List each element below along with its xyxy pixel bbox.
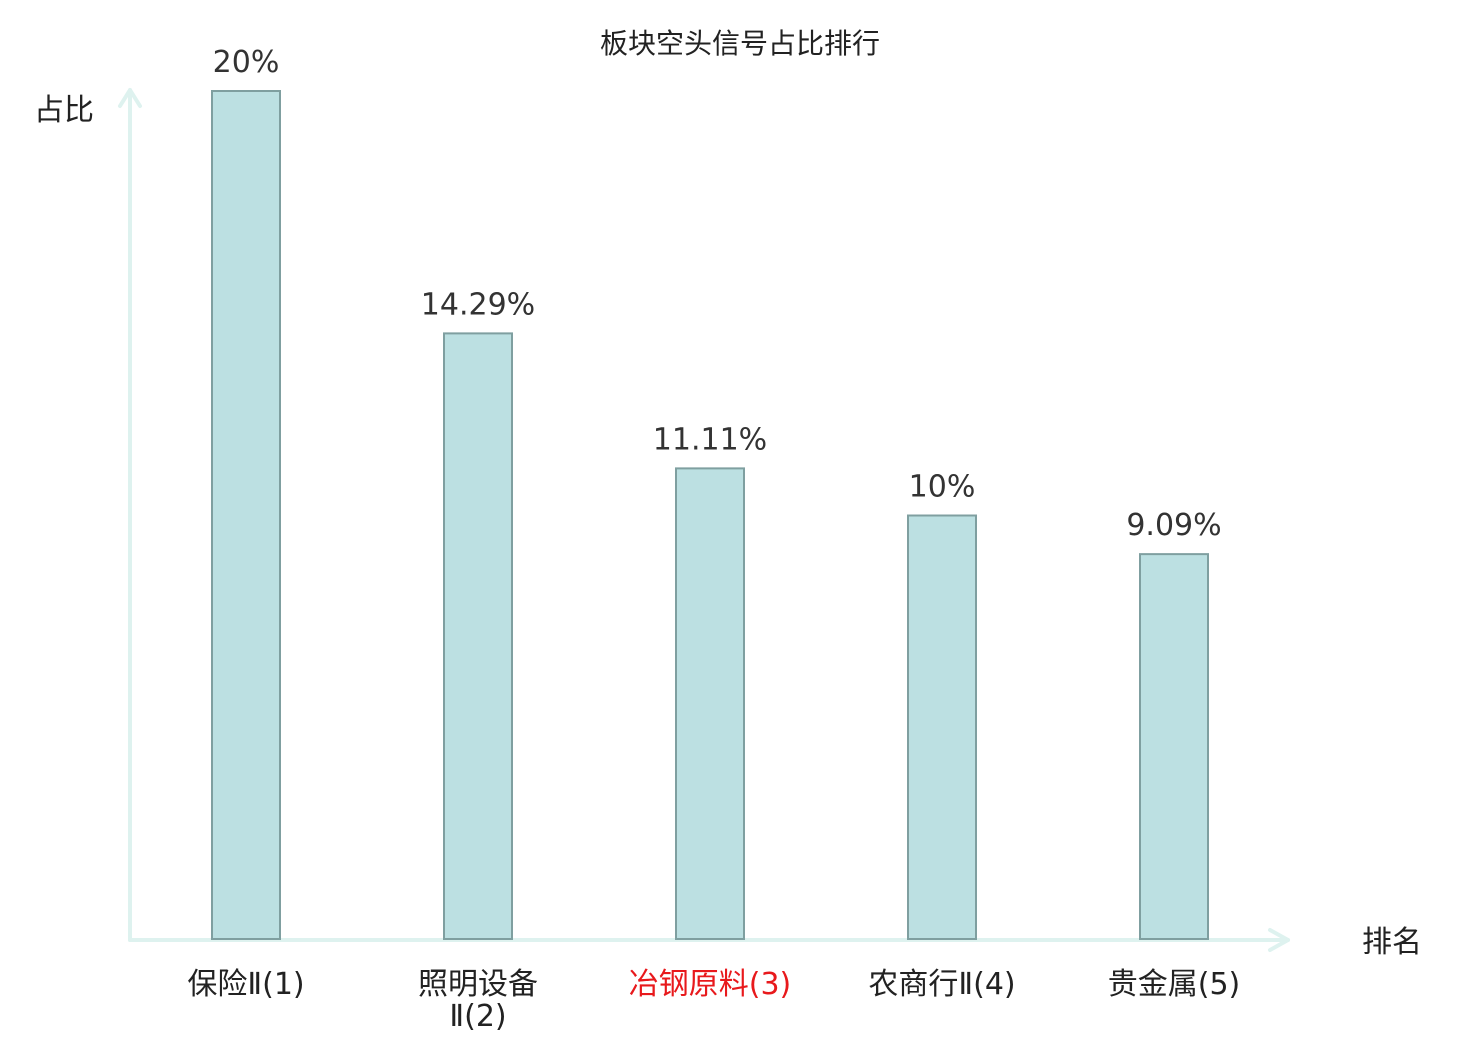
- category-labels-group: 保险Ⅱ(1) 照明设备 Ⅱ(2) 冶钢原料(3) 农商行Ⅱ(4) 贵金属(5): [187, 967, 1240, 1034]
- category-label-line: 农商行Ⅱ(4): [868, 967, 1015, 1002]
- category-label-line: 保险Ⅱ(1): [187, 967, 304, 1002]
- value-label-5: 9.09%: [1126, 508, 1221, 543]
- y-axis-arrow: [118, 88, 142, 108]
- x-axis-arrow: [1268, 928, 1290, 952]
- bar-1: [211, 90, 281, 940]
- bar-3: [675, 467, 745, 940]
- category-label-5: 贵金属(5): [1108, 967, 1241, 1002]
- category-label-line: 贵金属(5): [1108, 967, 1241, 1002]
- bars-group: [211, 90, 1209, 941]
- y-axis-label: 占比: [34, 93, 94, 128]
- x-axis-label: 排名: [1362, 925, 1422, 960]
- value-labels-group: 20% 14.29% 11.11% 10% 9.09%: [213, 45, 1222, 543]
- value-label-2: 14.29%: [421, 287, 535, 322]
- value-label-1: 20%: [213, 45, 280, 80]
- chart-title: 板块空头信号占比排行: [600, 27, 880, 60]
- bar-5: [1139, 553, 1209, 941]
- bar-4: [907, 514, 977, 940]
- category-label-line: 冶钢原料(3): [629, 967, 792, 1002]
- bar-2: [443, 332, 513, 940]
- category-label-3: 冶钢原料(3): [629, 967, 792, 1002]
- category-label-2: 照明设备 Ⅱ(2): [418, 967, 538, 1034]
- value-label-4: 10%: [909, 470, 976, 505]
- category-label-4: 农商行Ⅱ(4): [868, 967, 1015, 1002]
- category-label-line: 照明设备: [418, 967, 538, 1002]
- value-label-3: 11.11%: [653, 422, 767, 457]
- category-label-line: Ⅱ(2): [449, 999, 506, 1034]
- category-label-1: 保险Ⅱ(1): [187, 967, 304, 1002]
